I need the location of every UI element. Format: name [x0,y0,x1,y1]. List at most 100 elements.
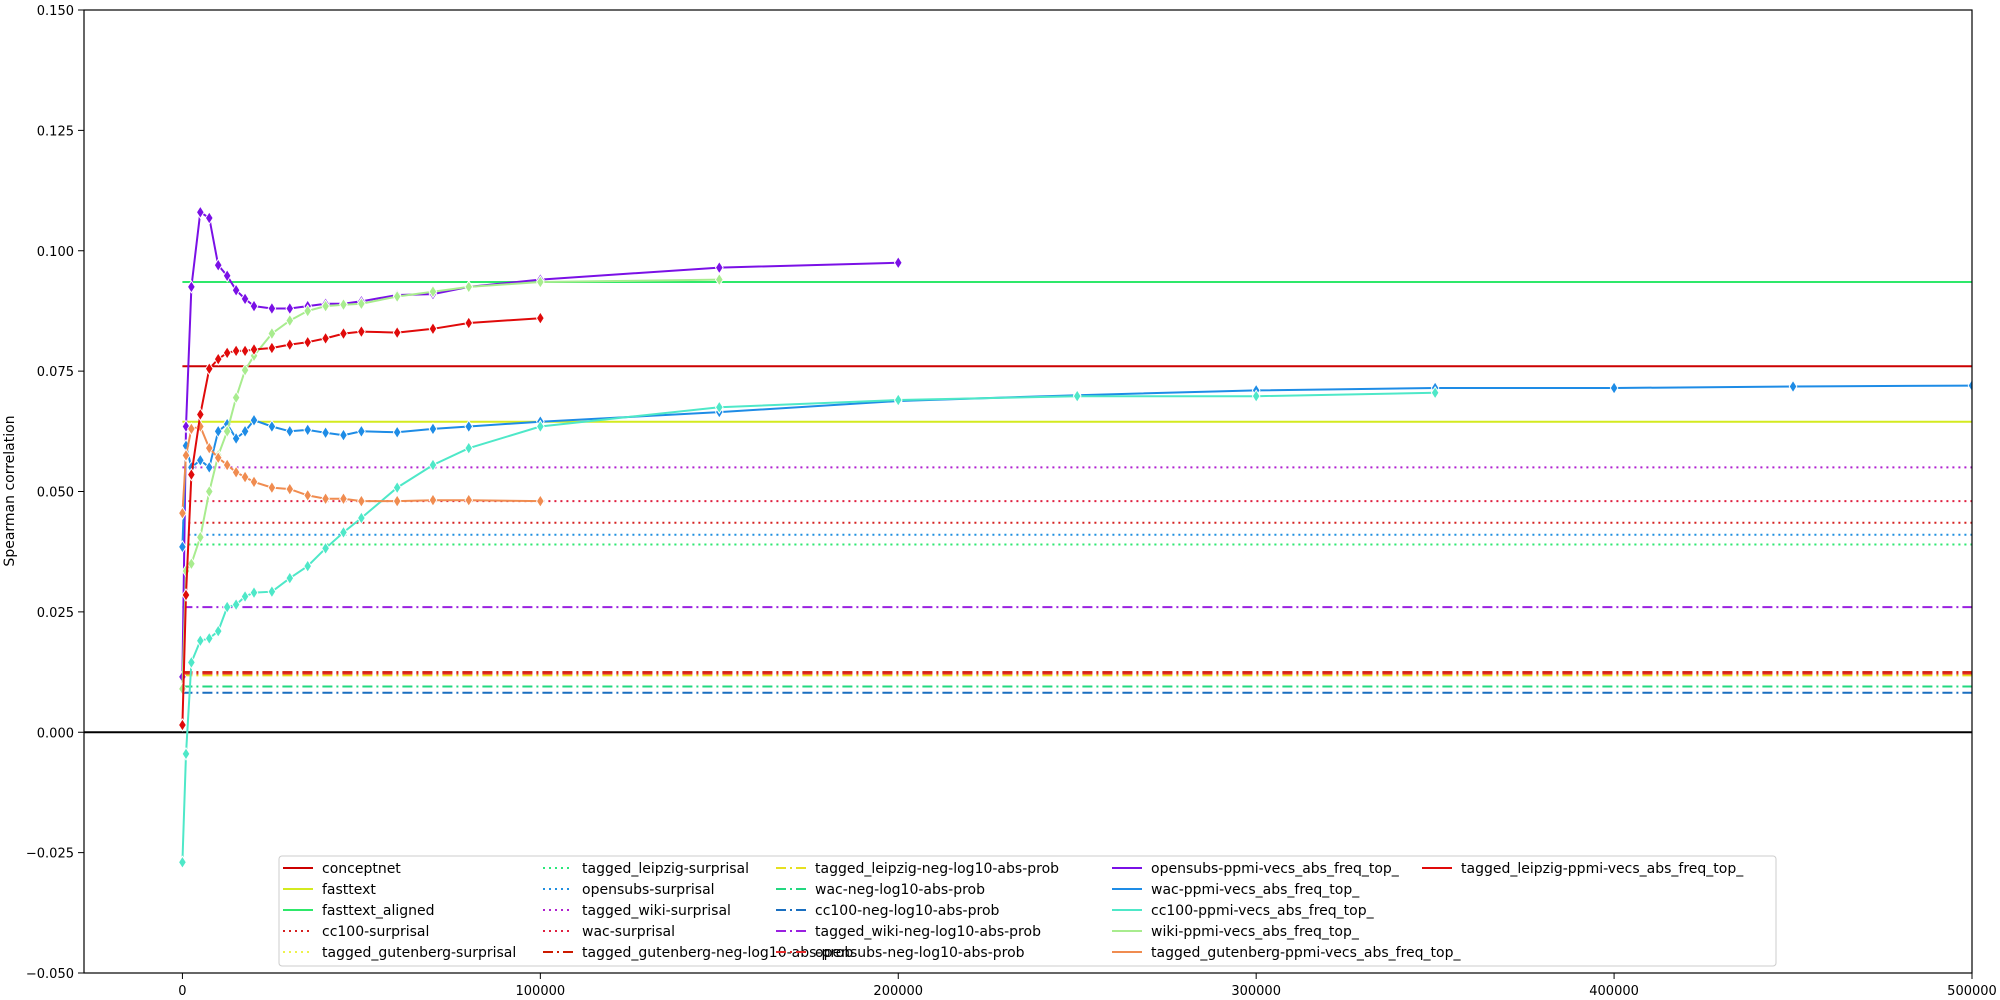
data-point [231,597,241,612]
data-point [357,424,366,439]
data-point [464,419,474,434]
legend-label: cc100-ppmi-vecs_abs_freq_top_ [1151,903,1375,919]
data-point [392,289,402,304]
legend-label: tagged_gutenberg-neg-log10-abs-prob [582,945,853,961]
data-point [178,718,187,732]
data-point [204,631,214,646]
data-point [181,747,191,761]
legend-label: cc100-surprisal [322,924,429,940]
data-point [240,424,250,439]
data-point [213,258,223,273]
legend-label: fasttext [322,882,376,898]
data-point [213,450,223,465]
data-point [428,321,438,336]
data-point [249,585,259,600]
y-tick-label: 0.050 [37,486,74,501]
data-point [222,458,232,472]
data-point [213,624,223,638]
data-point [187,422,196,436]
data-point [357,296,366,311]
legend-label: wac-surprisal [582,924,675,940]
data-point [204,460,214,475]
data-point [267,419,277,434]
data-point [181,448,191,463]
legend-label: tagged_leipzig-ppmi-vecs_abs_freq_top_ [1461,861,1744,877]
data-point [204,484,214,499]
data-point [392,325,402,340]
data-point [178,540,187,554]
data-point [231,431,241,446]
data-point [204,361,214,376]
data-point [240,363,250,378]
data-point [231,465,241,480]
data-point [321,299,330,313]
data-point [240,344,250,358]
legend-label: opensubs-neg-log10-abs-prob [815,945,1025,961]
legend-label: tagged_leipzig-surprisal [582,861,749,877]
data-point [321,331,330,346]
data-point [428,458,438,472]
data-point [285,482,295,496]
legend-box [278,855,1777,967]
data-point [893,393,903,407]
data-point [714,400,724,415]
data-point [339,297,348,312]
x-tick-label: 0 [178,984,186,999]
data-point [195,453,205,468]
legend-label: wac-ppmi-vecs_abs_freq_top_ [1151,882,1360,898]
data-point [213,352,223,366]
data-point [267,480,277,495]
legend-label: opensubs-surprisal [582,882,715,898]
data-point [303,335,313,350]
legend: conceptnet fasttext fasttext_aligned cc100-… [278,855,1777,967]
data-point [240,292,250,306]
data-point [536,275,545,289]
data-point [267,341,277,355]
y-tick-label: 0.100 [37,245,74,260]
data-point [240,589,250,604]
data-point [303,488,313,503]
series-line-15 [181,210,899,677]
data-point [339,491,348,506]
data-point [321,541,330,556]
legend-label: tagged_wiki-surprisal [582,903,731,919]
data-point [249,475,259,489]
x-tick-label: 100000 [516,984,566,999]
legend-label: cc100-neg-log10-abs-prob [815,903,1000,919]
data-point [392,480,402,495]
data-point [285,337,295,352]
legend-label: opensubs-ppmi-vecs_abs_freq_top_ [1151,861,1400,877]
data-point [187,467,196,482]
data-point [267,326,277,341]
y-axis-label: Spearman correlation [2,415,18,566]
series-line-16 [181,384,1972,547]
data-point [181,588,191,602]
data-point [213,424,223,439]
data-point [285,424,295,439]
data-point [428,422,438,436]
data-point [536,311,545,326]
data-point [536,494,545,508]
data-point [285,313,295,328]
legend-label: tagged_wiki-neg-log10-abs-prob [815,924,1041,940]
data-point [321,491,330,506]
data-point [536,419,545,434]
legend-label: wiki-ppmi-vecs_abs_freq_top_ [1151,924,1360,940]
data-point [285,571,295,586]
data-point [464,280,474,294]
data-point [222,268,232,283]
data-point [249,299,259,313]
y-tick-label: −0.025 [26,847,74,862]
data-point [187,556,196,571]
data-point [357,324,366,339]
legend-label: wac-neg-log10-abs-prob [815,882,985,898]
data-point [222,600,232,614]
legend-label: tagged_gutenberg-ppmi-vecs_abs_freq_top_ [1151,945,1461,961]
x-tick-label: 200000 [873,984,923,999]
data-point [464,441,474,456]
data-point [339,326,348,341]
data-point [392,494,402,508]
data-point [464,316,474,330]
plot-background [84,10,1972,973]
